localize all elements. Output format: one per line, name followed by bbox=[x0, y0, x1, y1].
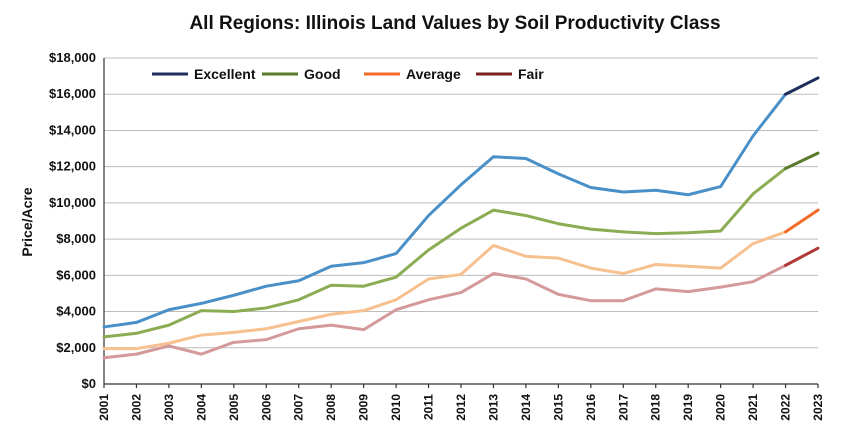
series-line-fair bbox=[102, 263, 788, 360]
series-line-average bbox=[102, 230, 788, 351]
legend: Excellent Good Average Fair bbox=[152, 66, 544, 82]
y-tick-label: $0 bbox=[82, 376, 96, 391]
series-average bbox=[102, 208, 820, 351]
x-tick-label: 2016 bbox=[584, 394, 598, 421]
x-tick-label: 2012 bbox=[454, 394, 468, 421]
y-axis-label: Price/Acre bbox=[19, 187, 35, 256]
x-tick-label: 2001 bbox=[97, 394, 111, 421]
legend-label: Fair bbox=[518, 66, 544, 82]
x-tick-label: 2003 bbox=[162, 394, 176, 421]
series-latest-segment-fair bbox=[784, 246, 820, 267]
legend-item-excellent: Excellent bbox=[152, 66, 256, 82]
series-latest-segment-good bbox=[784, 151, 820, 170]
legend-label: Good bbox=[304, 66, 341, 82]
y-tick-label: $6,000 bbox=[56, 267, 96, 282]
series-latest-segment-average bbox=[784, 208, 820, 234]
x-tick-label: 2021 bbox=[746, 394, 760, 421]
series-good bbox=[102, 151, 820, 339]
series-fair bbox=[102, 246, 820, 360]
y-tick-label: $14,000 bbox=[49, 122, 96, 137]
legend-item-good: Good bbox=[262, 66, 341, 82]
legend-label: Excellent bbox=[194, 66, 256, 82]
series-line-excellent bbox=[102, 92, 788, 329]
x-tick-label: 2014 bbox=[519, 394, 533, 421]
y-tick-label: $2,000 bbox=[56, 340, 96, 355]
legend-item-fair: Fair bbox=[476, 66, 544, 82]
x-tick-label: 2019 bbox=[681, 394, 695, 421]
y-tick-label: $10,000 bbox=[49, 195, 96, 210]
series-lines bbox=[102, 76, 820, 360]
chart-title: All Regions: Illinois Land Values by Soi… bbox=[189, 13, 720, 34]
y-tick-label: $18,000 bbox=[49, 50, 96, 65]
x-tick-label: 2013 bbox=[486, 394, 500, 421]
legend-item-average: Average bbox=[364, 66, 461, 82]
x-tick-label: 2002 bbox=[129, 394, 143, 421]
x-tick-label: 2017 bbox=[616, 394, 630, 421]
x-tick-labels: 2001 2002 2003 2004 2005 2006 2007 2008 2009 2010… bbox=[97, 384, 825, 421]
x-tick-label: 2023 bbox=[811, 394, 825, 421]
x-tick-label: 2015 bbox=[551, 394, 565, 421]
y-tick-label: $12,000 bbox=[49, 159, 96, 174]
x-tick-label: 2020 bbox=[714, 394, 728, 421]
legend-label: Average bbox=[406, 66, 461, 82]
x-tick-label: 2018 bbox=[649, 394, 663, 421]
x-tick-label: 2010 bbox=[389, 394, 403, 421]
y-tick-label: $8,000 bbox=[56, 231, 96, 246]
x-tick-label: 2011 bbox=[422, 394, 436, 420]
series-line-good bbox=[102, 166, 788, 339]
x-tick-label: 2004 bbox=[194, 394, 208, 421]
x-tick-label: 2006 bbox=[259, 394, 273, 421]
series-excellent bbox=[102, 76, 820, 329]
series-latest-segment-excellent bbox=[784, 76, 820, 96]
x-tick-label: 2022 bbox=[779, 394, 793, 421]
x-tick-label: 2008 bbox=[324, 394, 338, 421]
y-tick-label: $4,000 bbox=[56, 304, 96, 319]
y-tick-labels: $0 $2,000 $4,000 $6,000 $8,000 $10,000 $12,000… bbox=[49, 50, 96, 391]
x-tick-label: 2009 bbox=[357, 394, 371, 421]
x-tick-label: 2007 bbox=[292, 394, 306, 421]
x-tick-label: 2005 bbox=[227, 394, 241, 421]
y-tick-label: $16,000 bbox=[49, 86, 96, 101]
